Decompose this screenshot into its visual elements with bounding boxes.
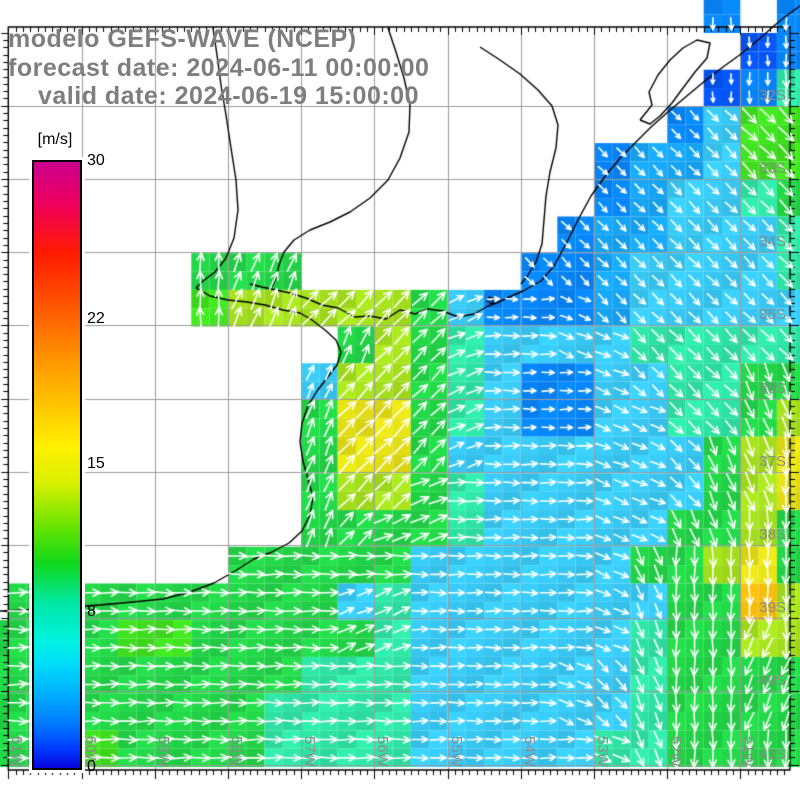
lat-label-36S: 36S [759,379,786,397]
lon-label-51W: 51W [740,736,758,767]
valid-date-label: valid date: 2024-06-19 15:00:00 [38,82,419,110]
lon-label-53W: 53W [593,736,611,767]
colorbar [32,160,82,770]
colorbar-tick-15: 15 [87,455,105,472]
lon-label-59W: 59W [154,736,172,767]
lon-label-55W: 55W [447,736,465,767]
colorbar-tick-8: 8 [87,603,96,620]
lat-label-37S: 37S [759,452,786,470]
lon-label-61W: 61W [8,736,26,767]
lon-label-58W: 58W [227,736,245,767]
colorbar-tick-30: 30 [87,152,105,169]
lat-label-34S: 34S [759,233,786,251]
lon-label-57W: 57W [301,736,319,767]
colorbar-tick-0: 0 [87,758,96,775]
lat-label-33S: 33S [759,160,786,177]
lon-label-54W: 54W [520,736,538,767]
colorbar-unit-label: [m/s] [37,131,73,148]
lat-label-41S: 41S [759,745,786,763]
lat-label-38S: 38S [759,526,786,543]
lat-label-32S: 32S [759,86,786,104]
lat-label-40S: 40S [759,672,786,690]
lon-label-56W: 56W [374,736,392,767]
lon-label-52W: 52W [667,736,685,767]
lat-label-35S: 35S [759,306,786,324]
lat-label-39S: 39S [759,599,786,617]
colorbar-tick-22: 22 [87,310,105,327]
forecast-date-label: forecast date: 2024-06-11 00:00:00 [8,54,430,82]
model-title: modelo GEFS-WAVE (NCEP) [8,25,357,53]
